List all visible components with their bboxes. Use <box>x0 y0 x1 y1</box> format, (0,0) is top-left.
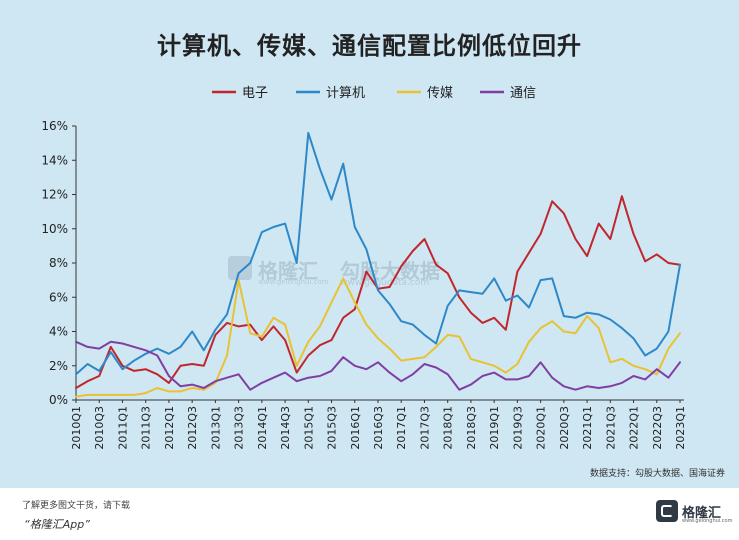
x-tick-label: 2017Q3 <box>418 406 431 450</box>
x-tick-label: 2014Q1 <box>256 406 269 450</box>
y-tick-label: 14% <box>41 153 68 167</box>
legend-label: 传媒 <box>427 86 453 101</box>
x-tick-label: 2010Q1 <box>70 406 83 450</box>
y-tick-label: 2% <box>49 359 68 373</box>
footer-app-name: “格隆汇App” <box>24 518 90 531</box>
x-tick-label: 2017Q1 <box>395 406 408 450</box>
series-line-4 <box>75 340 681 391</box>
x-tick-label: 2013Q3 <box>233 406 246 450</box>
chart-panel <box>0 0 739 488</box>
x-tick-label: 2021Q1 <box>581 406 594 450</box>
watermark-sub-url: www.gogudata.com <box>340 278 430 288</box>
y-tick-label: 12% <box>41 188 68 202</box>
series-line-1 <box>75 195 681 389</box>
x-tick-label: 2012Q1 <box>163 406 176 450</box>
x-tick-label: 2011Q1 <box>116 406 129 450</box>
x-tick-label: 2020Q3 <box>558 406 571 450</box>
footer-logo-url: www.gelonghui.com <box>682 518 733 524</box>
x-tick-label: 2011Q3 <box>140 406 153 450</box>
x-tick-label: 2018Q1 <box>442 406 455 450</box>
x-tick-label: 2014Q3 <box>279 406 292 450</box>
footer-download-text: 了解更多图文干货，请下载 <box>22 501 131 511</box>
x-tick-label: 2018Q3 <box>465 406 478 450</box>
legend-label: 通信 <box>510 86 536 101</box>
x-tick-label: 2016Q3 <box>372 406 385 450</box>
chart-series <box>75 131 681 398</box>
watermark-logo-icon <box>228 256 252 280</box>
footer-logo: 格隆汇 www.gelonghui.com <box>656 500 732 526</box>
watermark-brand: 格隆汇 <box>258 259 318 283</box>
x-tick-label: 2020Q1 <box>535 406 548 450</box>
y-tick-label: 0% <box>49 393 68 407</box>
x-tick-label: 2015Q1 <box>302 406 315 450</box>
watermark-url: www.gelonghui.com <box>258 278 329 286</box>
chart-legend: 电子 计算机 传媒 通信 <box>212 86 536 101</box>
series-line-3 <box>75 277 681 398</box>
x-tick-label: 2019Q1 <box>488 406 501 450</box>
x-tick-label: 2013Q1 <box>209 406 222 450</box>
x-tick-label: 2022Q3 <box>651 406 664 450</box>
x-tick-label: 2015Q3 <box>326 406 339 450</box>
y-tick-label: 4% <box>49 325 68 339</box>
brand-logo-icon <box>656 500 678 522</box>
y-tick-label: 16% <box>41 119 68 133</box>
legend-label: 电子 <box>242 86 268 101</box>
x-tick-label: 2021Q3 <box>604 406 617 450</box>
y-tick-label: 6% <box>49 290 68 304</box>
x-tick-label: 2022Q1 <box>628 406 641 450</box>
line-chart: 电子 计算机 传媒 通信 0% 2% 4% 6% 8% 10% 12% 14% 16% 2010Q1 20… <box>41 86 687 450</box>
x-tick-label: 2019Q3 <box>511 406 524 450</box>
y-tick-label: 10% <box>41 222 68 236</box>
y-tick-label: 8% <box>49 256 68 270</box>
x-tick-label: 2012Q3 <box>186 406 199 450</box>
x-tick-label: 2010Q3 <box>93 406 106 450</box>
chart-axes: 0% 2% 4% 6% 8% 10% 12% 14% 16% 2010Q1 2010Q3 2011Q1… <box>41 119 687 450</box>
x-tick-label: 2016Q1 <box>349 406 362 450</box>
footer-logo-name: 格隆汇 <box>682 506 722 521</box>
legend-label: 计算机 <box>326 86 365 101</box>
watermark-sub: 勾股大数据 <box>340 259 440 283</box>
series-line-2 <box>75 131 681 376</box>
chart-title: 计算机、传媒、通信配置比例低位回升 <box>157 32 582 60</box>
x-tick-label: 2023Q1 <box>674 406 687 450</box>
source-note: 数据支持：勾股大数据、国海证券 <box>589 469 725 479</box>
